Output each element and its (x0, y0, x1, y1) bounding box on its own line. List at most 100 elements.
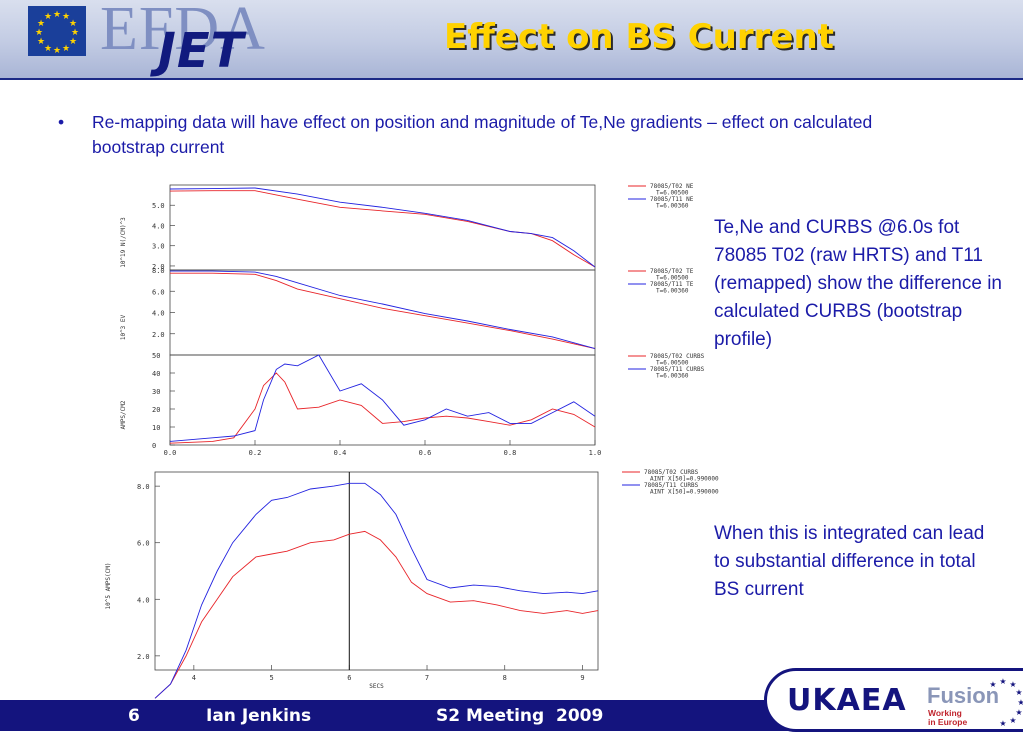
legend-label: 78085/T11 CURBS (644, 482, 699, 489)
bullet-text: Re-mapping data will have effect on posi… (92, 112, 873, 157)
y-tick-label: 4.0 (137, 596, 150, 604)
ukaea-fusion-logo: UKAEA Fusion Working in Europe ★ ★ ★ ★ ★ ★ ★… (764, 668, 1023, 732)
series-line-blue (169, 187, 596, 268)
y-tick-label: 5.0 (152, 202, 165, 210)
series-line-red (154, 530, 599, 699)
legend-label: 78085/T11 CURBS (650, 366, 705, 373)
eu-flag-icon: ★ ★ ★ ★ ★ ★ ★ ★ ★ ★ ★ ★ (28, 6, 86, 56)
svg-text:★: ★ (62, 12, 70, 22)
x-tick-label: 0.4 (334, 449, 347, 457)
x-tick-label: 0.2 (249, 449, 262, 457)
y-tick-label: 3.0 (152, 243, 165, 251)
x-tick-label: 8 (503, 674, 507, 682)
fusion-stars-icon: ★ ★★ ★★★ ★★ (989, 677, 1023, 728)
y-axis-label: 10^5 AMPS(CM) (105, 563, 112, 610)
svg-text:★: ★ (62, 44, 70, 54)
x-tick-label: 0.8 (504, 449, 517, 457)
eu-stars-icon: ★ ★★ ★★★ ★★★ ★★★ (35, 10, 79, 56)
y-tick-label: 50 (152, 352, 160, 360)
y-axis-label: 10^19 N(/CM)^3 (120, 217, 127, 268)
legend-label: T=6.00500 (656, 190, 689, 197)
fusion-sub-line-1: Working (928, 708, 962, 718)
series-line-blue (154, 482, 599, 699)
svg-text:★: ★ (37, 37, 45, 47)
ukaea-logo: UKAEA (787, 683, 907, 718)
plot-frame-3 (154, 471, 599, 671)
x-tick-label: 1.0 (589, 449, 602, 457)
svg-text:★: ★ (1009, 680, 1016, 689)
y-axis-label: AMPS/CM2 (120, 400, 127, 429)
series-line-red (169, 190, 596, 268)
legend-label: T=6.00360 (656, 203, 689, 210)
bullet-item: • Re-mapping data will have effect on po… (58, 110, 948, 160)
legend-label: 78085/T02 NE (650, 183, 694, 190)
svg-text:★: ★ (999, 677, 1006, 686)
svg-text:★: ★ (71, 28, 79, 38)
fusion-sub-line-2: in Europe (928, 717, 968, 727)
side-note-profiles: Te,Ne and CURBS @6.0s fot 78085 T02 (raw… (714, 217, 1002, 350)
jet-logo: JET (158, 23, 245, 79)
legend-label: AINT X[50]=0.990000 (650, 489, 719, 496)
series-line-red (170, 272, 596, 350)
author-name: Ian Jenkins (206, 706, 312, 726)
x-axis-label: SECS (369, 683, 384, 690)
y-tick-label: 30 (152, 388, 160, 396)
fusion-subtitle: Working in Europe (928, 709, 967, 727)
y-tick-label: 10 (152, 424, 160, 432)
svg-text:★: ★ (44, 44, 52, 54)
x-tick-label: 0.0 (164, 449, 177, 457)
legend-label: 78085/T11 NE (650, 196, 694, 203)
legend-label: 78085/T11 TE (650, 281, 694, 288)
x-tick-label: 5 (269, 674, 273, 682)
page-number: 6 (128, 706, 140, 726)
y-tick-label: 40 (152, 370, 160, 378)
y-tick-label: 20 (152, 406, 160, 414)
y-tick-label: 8.0 (152, 267, 165, 275)
header-banner: ★ ★ ★ ★ ★ ★ ★ ★ ★ ★ ★ ★ EFDA JET Effect on BS Cu… (0, 0, 1023, 80)
bullet-symbol: • (58, 112, 65, 132)
fusion-logo: Fusion (927, 683, 1000, 708)
svg-text:★: ★ (37, 19, 45, 29)
svg-text:★: ★ (1009, 716, 1016, 725)
svg-text:★: ★ (1015, 688, 1022, 697)
svg-text:★: ★ (1017, 698, 1023, 707)
legend-label: 78085/T02 CURBS (650, 353, 705, 360)
y-tick-label: 6.0 (152, 288, 165, 296)
legend-label: AINT X[50]=0.990000 (650, 476, 719, 483)
slide-title: Effect on BS Current (444, 17, 834, 57)
svg-text:★: ★ (35, 28, 43, 38)
side-note-integrated: When this is integrated can lead to subs… (714, 523, 985, 600)
legend-label: 78085/T02 TE (650, 268, 694, 275)
svg-text:★: ★ (999, 719, 1006, 728)
plot-frame-2 (169, 354, 596, 446)
plot-frame-1 (169, 269, 596, 356)
legend-label: T=6.00360 (656, 288, 689, 295)
y-tick-label: 2.0 (152, 331, 165, 339)
series-line-blue (170, 270, 596, 350)
y-axis-label: 10^3 EV (120, 314, 127, 340)
svg-text:★: ★ (44, 12, 52, 22)
series-line-blue (169, 354, 596, 442)
x-tick-label: 4 (192, 674, 196, 682)
x-tick-label: 7 (425, 674, 429, 682)
y-tick-label: 4.0 (152, 222, 165, 230)
svg-text:★: ★ (1015, 708, 1022, 717)
plot-frame-0 (169, 184, 596, 271)
svg-text:★: ★ (69, 37, 77, 47)
legend-label: T=6.00360 (656, 373, 689, 380)
svg-text:★: ★ (53, 10, 61, 20)
x-tick-label: 0.6 (419, 449, 432, 457)
y-tick-label: 2.0 (152, 263, 165, 271)
y-tick-label: 6.0 (137, 540, 150, 548)
x-tick-label: 9 (580, 674, 584, 682)
legend-label: 78085/T02 CURBS (644, 469, 699, 476)
x-tick-label: 6 (347, 674, 351, 682)
svg-text:★: ★ (69, 19, 77, 29)
y-tick-label: 0 (152, 442, 156, 450)
y-tick-label: 4.0 (152, 310, 165, 318)
y-tick-label: 2.0 (137, 653, 150, 661)
efda-logo: EFDA (100, 0, 266, 63)
series-line-red (169, 372, 596, 444)
legend-label: T=6.00500 (656, 360, 689, 367)
